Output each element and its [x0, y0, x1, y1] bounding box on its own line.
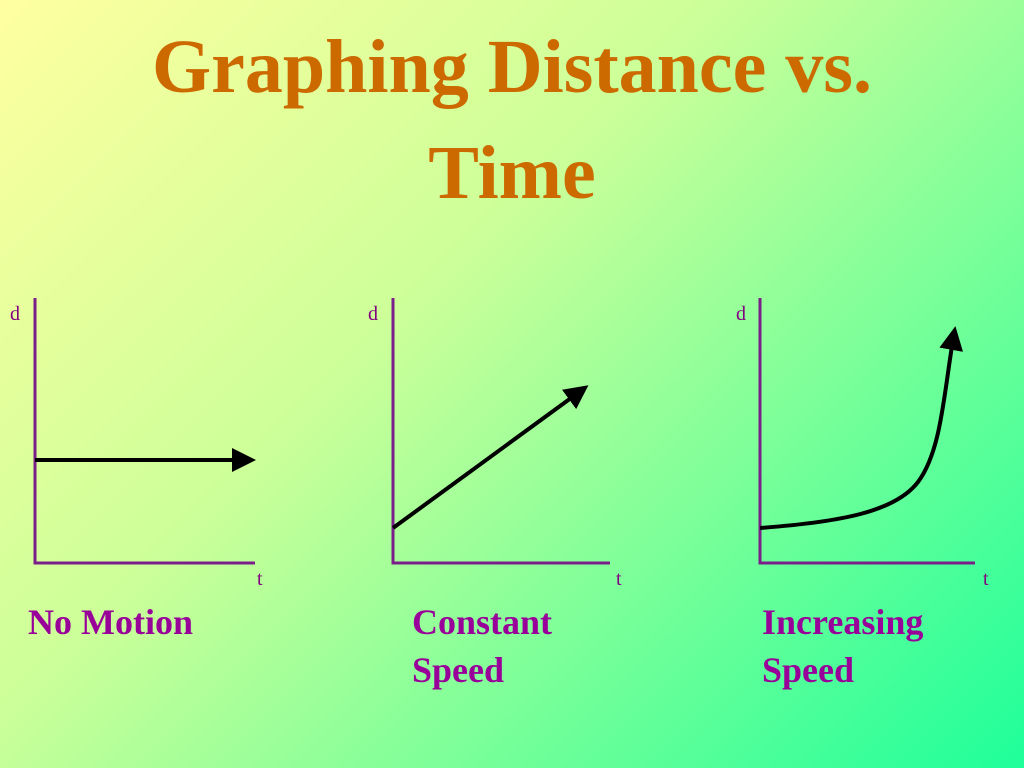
y-axis-label: d — [368, 303, 378, 325]
graph-curve — [759, 326, 964, 530]
axes — [758, 298, 975, 565]
caption: Increasing Speed — [762, 602, 924, 690]
slide-title: Graphing Distance vs. Time — [152, 25, 872, 215]
graph-line — [391, 385, 589, 530]
x-axis-label: t — [983, 568, 989, 590]
caption: No Motion — [28, 602, 193, 642]
caption: Constant Speed — [412, 602, 553, 690]
x-axis-label: t — [257, 568, 263, 590]
axes — [33, 298, 255, 565]
y-axis-label: d — [10, 303, 20, 325]
x-axis-label: t — [616, 568, 622, 590]
y-axis-label: d — [736, 303, 746, 325]
axes — [391, 298, 610, 565]
